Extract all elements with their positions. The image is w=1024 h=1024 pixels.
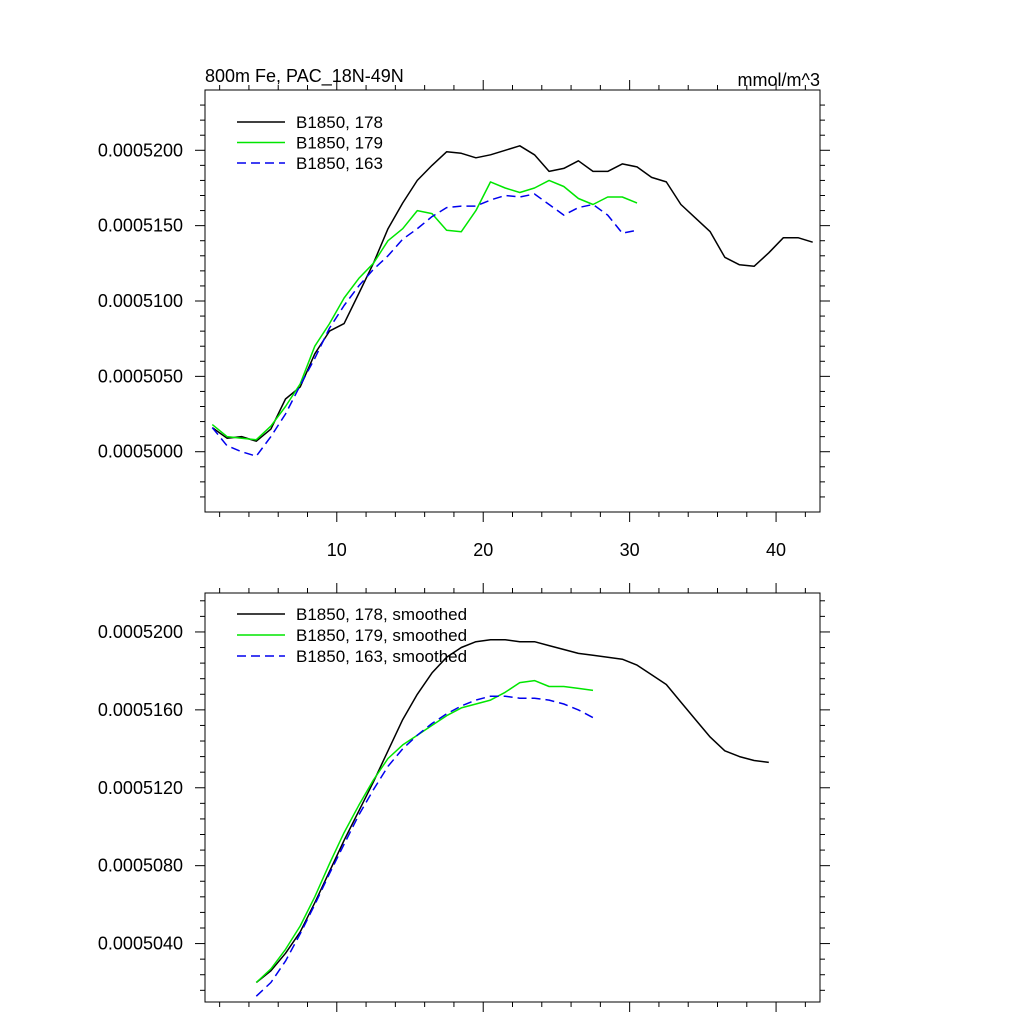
y-tick-label: 0.0005160 (98, 700, 183, 720)
legend-label: B1850, 179 (296, 134, 383, 153)
y-tick-label: 0.0005200 (98, 622, 183, 642)
series-line (211, 179, 638, 441)
legend-label: B1850, 178, smoothed (296, 605, 467, 624)
series-line (211, 145, 813, 442)
units-label: mmol/m^3 (738, 70, 820, 90)
y-tick-label: 0.0005040 (98, 934, 183, 954)
legend-label: B1850, 179, smoothed (296, 626, 467, 645)
chart-title: 800m Fe, PAC_18N-49N (205, 66, 404, 87)
x-tick-label: 40 (766, 540, 786, 560)
series-line (255, 679, 594, 984)
bottom-panel: 0.0005040 0.0005080 0.0005120 0.0005160 0.00… (98, 583, 830, 1012)
top-panel: 800m Fe, PAC_18N-49N mmol/m^3 10 20 30 40 0.… (98, 66, 830, 560)
legend-label: B1850, 163 (296, 154, 383, 173)
y-tick-label: 0.0005200 (98, 140, 183, 160)
series-line (255, 638, 769, 984)
x-tick-label: 20 (473, 540, 493, 560)
x-tick-label: 10 (327, 540, 347, 560)
y-tick-label: 0.0005050 (98, 366, 183, 386)
y-tick-label: 0.0005000 (98, 442, 183, 462)
series-line (211, 193, 638, 457)
y-tick-label: 0.0005100 (98, 291, 183, 311)
x-tick-label: 30 (620, 540, 640, 560)
y-tick-label: 0.0005150 (98, 216, 183, 236)
legend-label: B1850, 163, smoothed (296, 647, 467, 666)
y-tick-label: 0.0005120 (98, 778, 183, 798)
legend-label: B1850, 178 (296, 113, 383, 132)
y-tick-label: 0.0005080 (98, 856, 183, 876)
series-line (255, 695, 594, 997)
